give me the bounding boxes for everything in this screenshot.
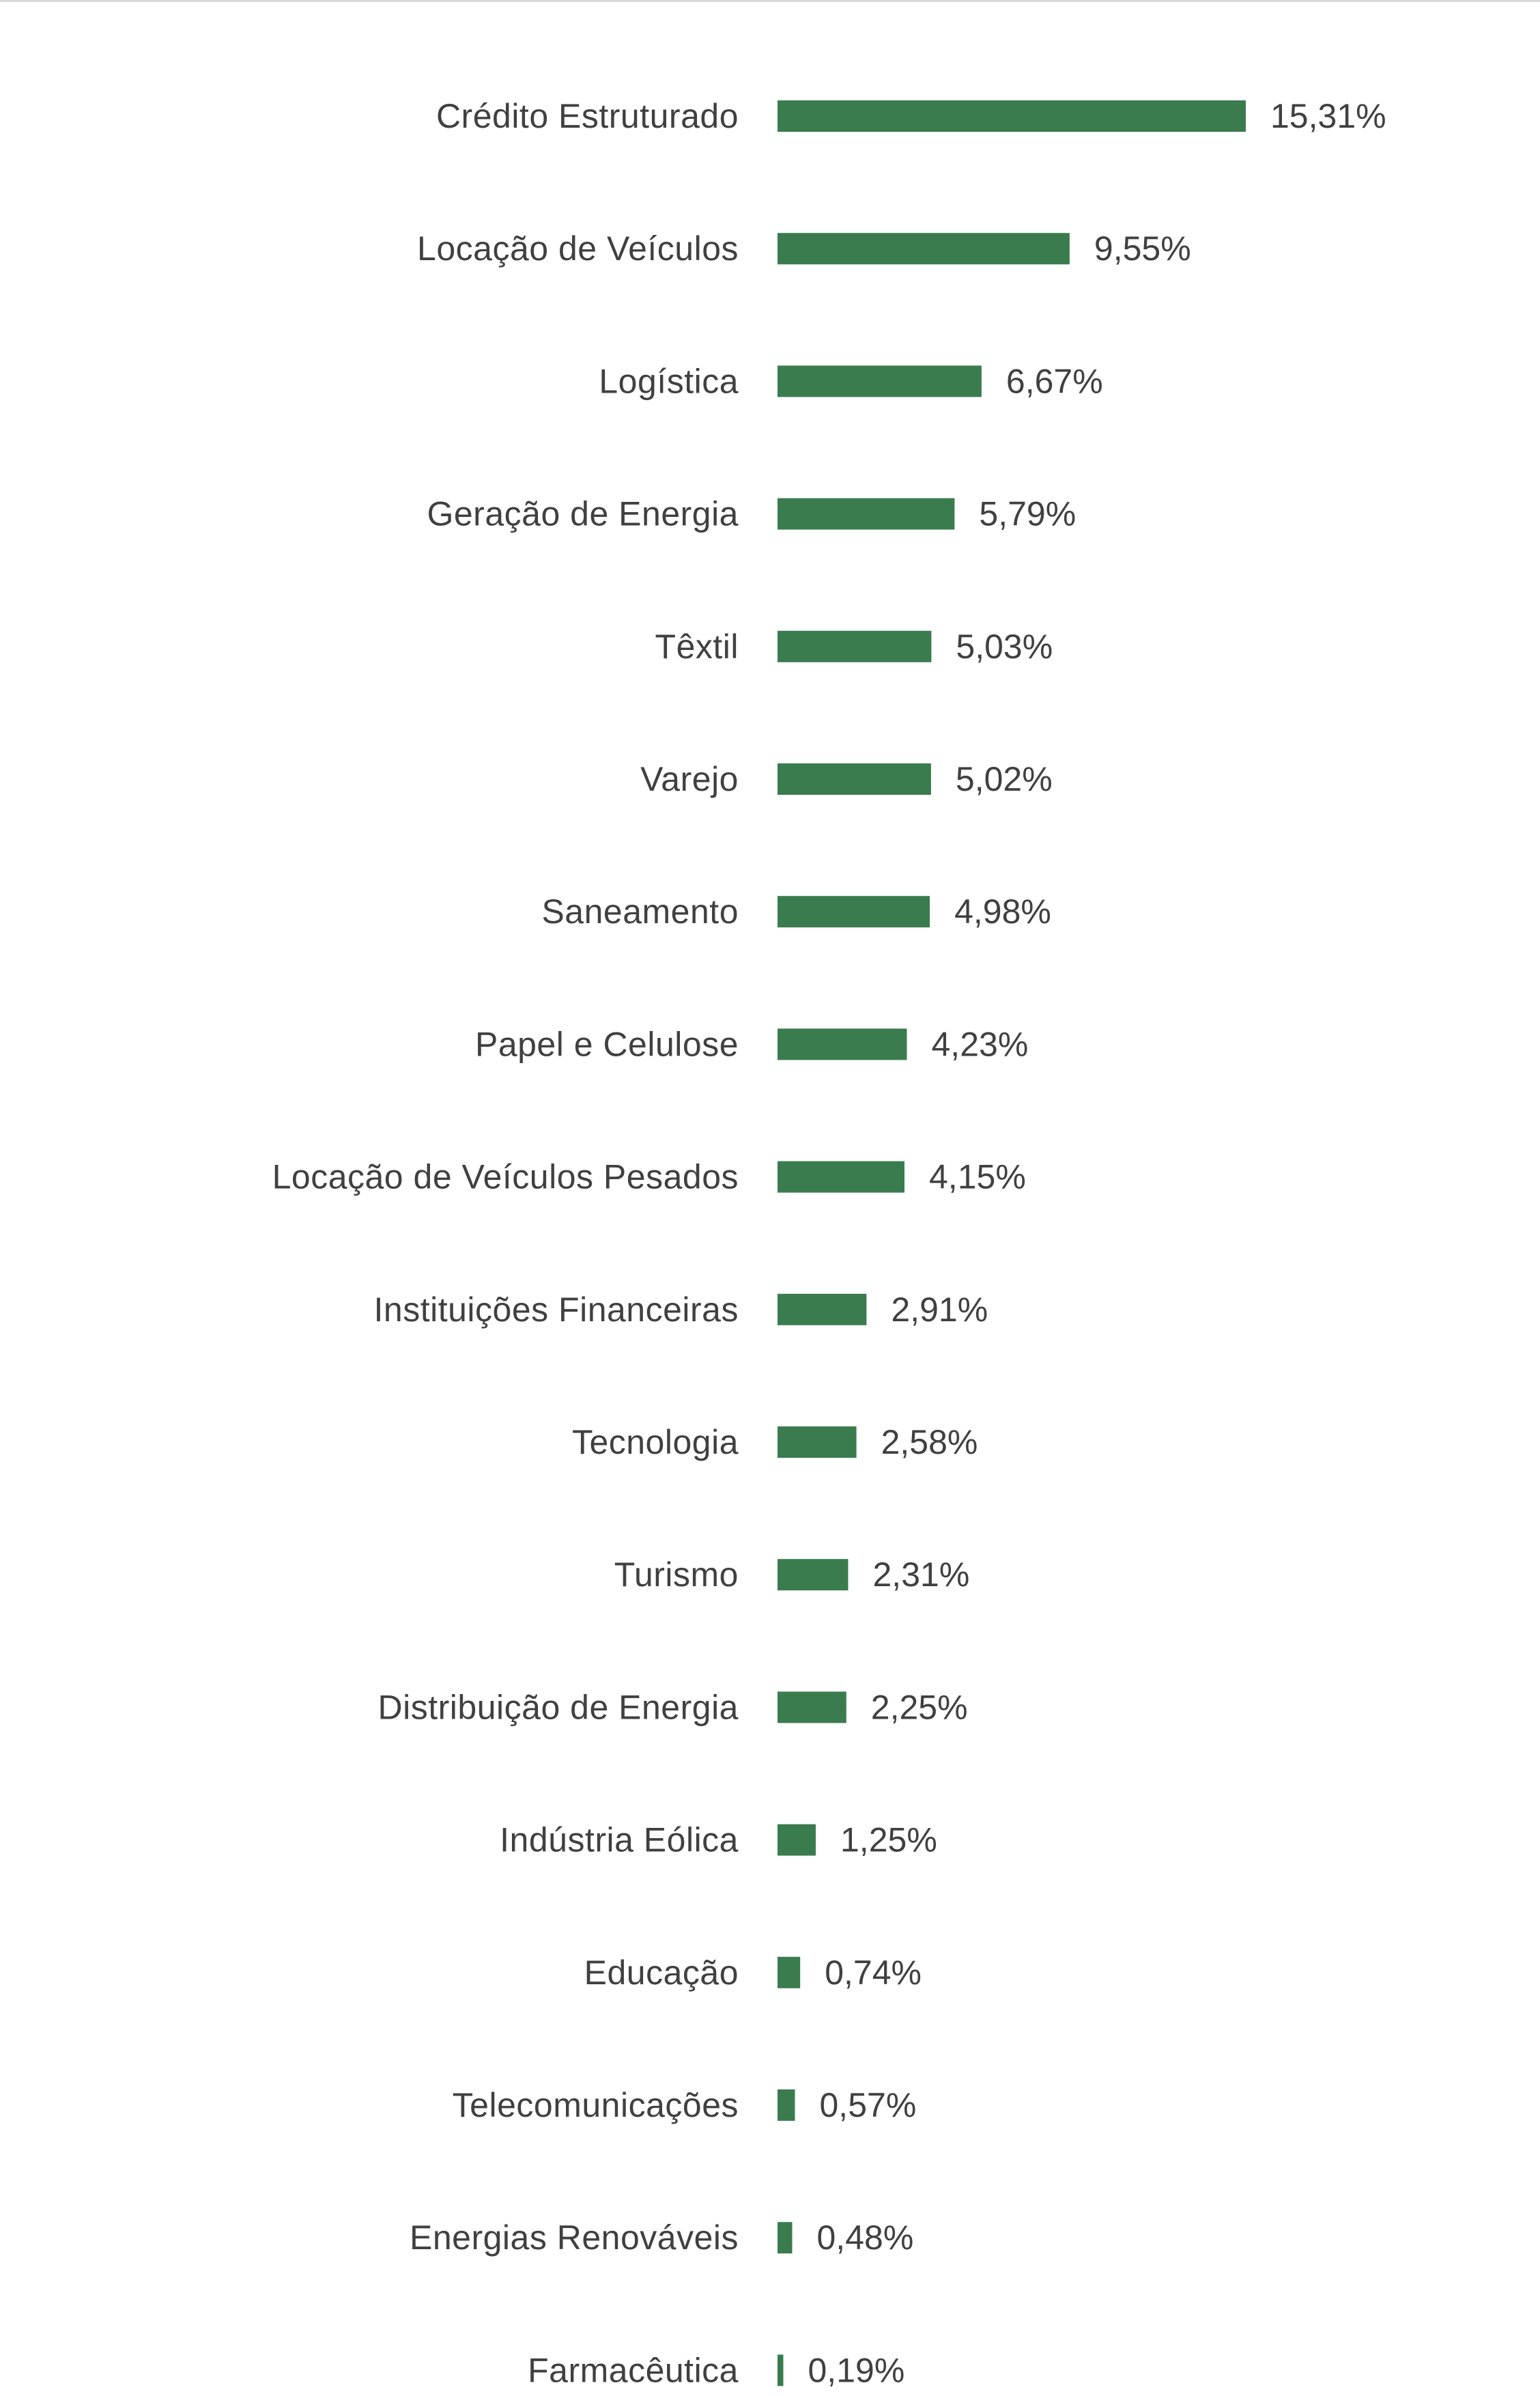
category-label: Turismo (614, 1555, 739, 1594)
bar (778, 2222, 793, 2254)
value-label: 15,31% (1270, 97, 1386, 135)
bar (778, 1559, 849, 1591)
bars-group (778, 100, 1246, 2386)
category-label: Saneamento (541, 892, 739, 931)
top-border-line (0, 0, 1540, 2)
category-label: Têxtil (655, 628, 739, 666)
value-label: 4,15% (929, 1158, 1026, 1196)
category-label: Crédito Estruturado (436, 97, 739, 135)
value-label: 2,91% (891, 1291, 988, 1329)
category-label: Locação de Veículos Pesados (272, 1158, 739, 1196)
bar (778, 1824, 816, 1856)
bar (778, 763, 931, 795)
value-label: 4,98% (954, 892, 1051, 931)
value-label: 0,48% (817, 2218, 914, 2257)
value-label: 4,23% (932, 1025, 1029, 1063)
value-label: 0,57% (820, 2086, 917, 2124)
bar (778, 896, 930, 928)
value-label: 0,19% (808, 2351, 905, 2389)
category-label: Locação de Veículos (417, 229, 739, 268)
category-label: Distribuição de Energia (378, 1688, 739, 1726)
bar (778, 498, 955, 530)
value-label: 6,67% (1006, 362, 1103, 400)
bar (778, 1426, 857, 1458)
value-label: 0,74% (825, 1954, 922, 1992)
bar (778, 1293, 867, 1325)
category-label: Energias Renováveis (410, 2218, 739, 2257)
bar (778, 1691, 846, 1723)
value-label: 2,58% (881, 1423, 978, 1461)
category-label: Tecnologia (572, 1423, 739, 1461)
value-label: 5,79% (979, 495, 1076, 533)
category-label: Varejo (640, 760, 739, 798)
value-label: 2,31% (873, 1555, 970, 1594)
bar (778, 1956, 801, 1988)
category-label: Geração de Energia (427, 495, 739, 533)
category-label: Indústria Eólica (500, 1821, 739, 1859)
bar (778, 1028, 907, 1060)
bar (778, 2354, 784, 2386)
bar (778, 2089, 795, 2121)
category-label: Instituições Financeiras (374, 1291, 739, 1329)
value-labels-group: 15,31% 9,55% 6,67% 5,79% 5,03% 5,02% 4,98% 4,23… (808, 97, 1386, 2389)
bar (778, 100, 1246, 132)
category-label: Telecomunicações (453, 2086, 739, 2124)
bar (778, 233, 1070, 265)
category-label: Logística (599, 362, 739, 400)
category-label: Educação (584, 1954, 739, 1992)
bar (778, 365, 982, 397)
value-label: 5,03% (956, 628, 1053, 666)
category-labels-group: Crédito Estruturado Locação de Veículos Lo… (272, 97, 739, 2389)
value-label: 1,25% (840, 1821, 937, 1859)
value-label: 9,55% (1094, 229, 1191, 268)
category-label: Farmacêutica (528, 2351, 739, 2389)
bar (778, 1161, 904, 1193)
value-label: 2,25% (871, 1688, 968, 1726)
bar (778, 630, 932, 662)
value-label: 5,02% (956, 760, 1053, 798)
category-label: Papel e Celulose (475, 1025, 739, 1063)
